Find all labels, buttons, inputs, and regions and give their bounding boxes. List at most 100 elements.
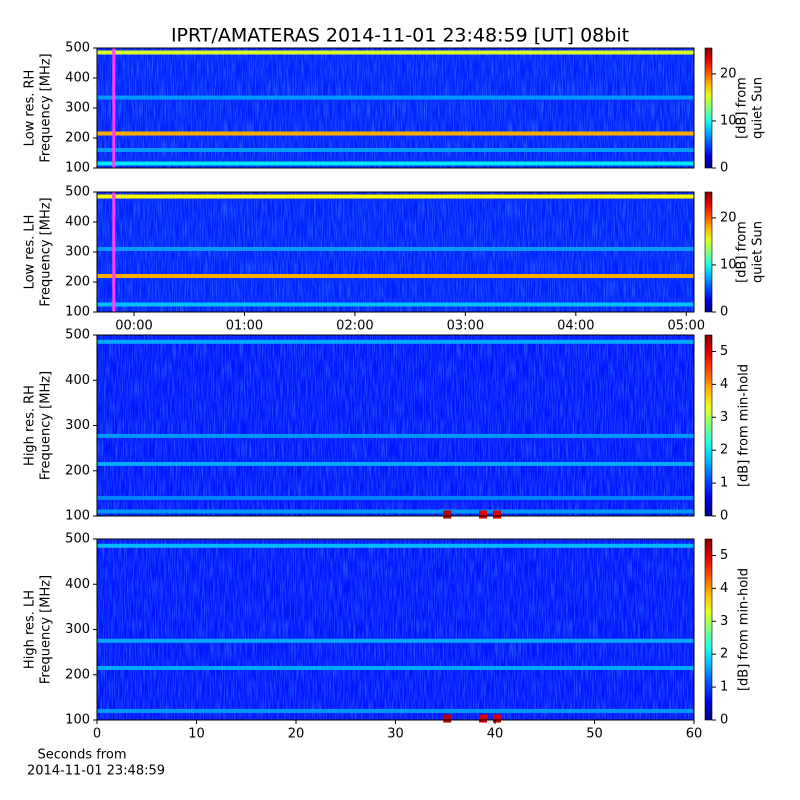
burst <box>479 714 488 723</box>
colorbar-label: quiet Sun <box>751 77 766 139</box>
burst <box>443 510 452 519</box>
x-tick-label: 50 <box>586 727 603 742</box>
frequency-band <box>97 339 694 344</box>
colorbar-tick-label: 5 <box>720 344 728 359</box>
y-tick-label: 200 <box>65 667 90 682</box>
colorbar-tick-label: 0 <box>720 161 728 176</box>
y-axis-label: Frequency [MHz] <box>39 197 54 306</box>
x-tick-label: 0 <box>93 727 101 742</box>
y-tick-label: 100 <box>65 509 90 524</box>
colorbar <box>704 538 713 721</box>
frequency-band <box>97 95 694 100</box>
x-tick-label: 30 <box>387 727 404 742</box>
burst <box>492 510 501 519</box>
texture <box>97 539 694 720</box>
colorbar-tick-label: 4 <box>720 377 728 392</box>
frequency-band <box>97 131 694 136</box>
frequency-band <box>97 433 694 438</box>
frequency-band <box>97 274 694 278</box>
y-axis-label: Frequency [MHz] <box>39 371 54 480</box>
y-tick-label: 300 <box>65 418 90 433</box>
y-axis-label: High res. LH <box>23 590 38 669</box>
x-axis-label: 2014-11-01 23:48:59 <box>27 764 165 779</box>
frequency-band <box>97 543 694 548</box>
x-tick-label: 20 <box>288 727 305 742</box>
frequency-band <box>97 302 694 307</box>
burst <box>443 714 452 723</box>
colorbar-tick-label: 0 <box>720 509 728 524</box>
frequency-band <box>97 148 694 152</box>
y-axis-label: Frequency [MHz] <box>39 575 54 684</box>
colorbar-tick-label: 20 <box>720 210 737 225</box>
colorbar-tick-label: 10 <box>720 113 737 128</box>
colorbar-tick-label: 2 <box>720 443 728 458</box>
colorbar-tick-label: 1 <box>720 476 728 491</box>
texture <box>97 192 694 312</box>
colorbar-label: [dB] from min-hold <box>737 568 752 691</box>
burst <box>492 714 501 723</box>
x-axis-label: Seconds from <box>37 748 126 763</box>
y-tick-label: 400 <box>65 215 90 230</box>
y-tick-label: 400 <box>65 373 90 388</box>
y-tick-label: 200 <box>65 131 90 146</box>
y-tick-label: 500 <box>65 532 90 547</box>
colorbar-label: [dB] from min-hold <box>737 364 752 487</box>
x-tick-label: 10 <box>188 727 205 742</box>
x-tick-label: 04:00 <box>557 319 594 334</box>
y-tick-label: 400 <box>65 577 90 592</box>
colorbar-label: [dB] from <box>735 221 750 283</box>
y-tick-label: 300 <box>65 622 90 637</box>
colorbar <box>704 334 713 517</box>
y-tick-label: 500 <box>65 185 90 200</box>
colorbar-tick-label: 3 <box>720 410 728 425</box>
y-tick-label: 200 <box>65 463 90 478</box>
y-tick-label: 200 <box>65 275 90 290</box>
x-tick-label: 05:00 <box>668 319 705 334</box>
colorbar-tick-label: 1 <box>720 680 728 695</box>
y-axis-label: Low res. RH <box>23 70 38 147</box>
colorbar-tick-label: 5 <box>720 548 728 563</box>
frequency-band <box>97 665 694 670</box>
y-tick-label: 300 <box>65 245 90 260</box>
y-tick-label: 500 <box>65 328 90 343</box>
x-tick-label: 02:00 <box>336 319 373 334</box>
frequency-band <box>97 161 694 166</box>
colorbar-tick-label: 0 <box>720 713 728 728</box>
colorbar-label: [dB] from <box>735 77 750 139</box>
frequency-band <box>97 247 694 251</box>
x-tick-label: 01:00 <box>226 319 263 334</box>
y-tick-label: 300 <box>65 101 90 116</box>
y-axis-label: Low res. LH <box>23 215 38 290</box>
colorbar-tick-label: 4 <box>720 581 728 596</box>
frequency-band <box>97 638 694 643</box>
y-axis-label: High res. RH <box>23 385 38 466</box>
colorbar <box>704 191 713 313</box>
y-tick-label: 100 <box>65 713 90 728</box>
frequency-band <box>97 194 694 199</box>
frequency-band <box>97 50 694 55</box>
chart-title: IPRT/AMATERAS 2014-11-01 23:48:59 [UT] 0… <box>171 25 629 47</box>
y-tick-label: 400 <box>65 71 90 86</box>
frequency-band <box>97 708 694 713</box>
colorbar-label: quiet Sun <box>751 221 766 283</box>
y-tick-label: 100 <box>65 161 90 176</box>
y-tick-label: 100 <box>65 305 90 320</box>
colorbar <box>704 47 713 169</box>
burst <box>479 510 488 519</box>
texture <box>97 335 694 516</box>
frequency-band <box>97 509 694 514</box>
y-axis-label: Frequency [MHz] <box>39 53 54 162</box>
colorbar-tick-label: 20 <box>720 66 737 81</box>
x-tick-label: 40 <box>487 727 504 742</box>
frequency-band <box>97 495 694 500</box>
frequency-band <box>97 461 694 466</box>
colorbar-tick-label: 0 <box>720 305 728 320</box>
x-tick-label: 00:00 <box>115 319 152 334</box>
y-tick-label: 500 <box>65 41 90 56</box>
colorbar-tick-label: 2 <box>720 647 728 662</box>
x-tick-label: 03:00 <box>447 319 484 334</box>
colorbar-tick-label: 10 <box>720 257 737 272</box>
colorbar-tick-label: 3 <box>720 614 728 629</box>
x-tick-label: 60 <box>686 727 703 742</box>
